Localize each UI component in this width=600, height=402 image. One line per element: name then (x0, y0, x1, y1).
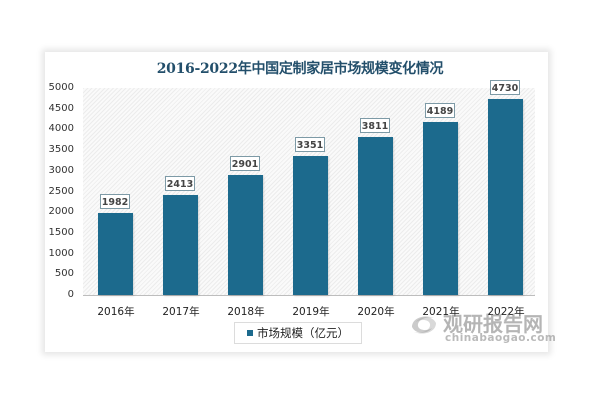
watermark-swirl-icon (412, 316, 436, 334)
x-tick-label: 2022年 (487, 306, 525, 318)
data-label: 3811 (360, 118, 390, 133)
watermark-brand-en: chinabaogao.com (445, 332, 557, 344)
x-tick-label: 2016年 (97, 306, 135, 318)
y-tick-label: 4500 (48, 103, 74, 114)
x-tick-label: 2020年 (357, 306, 395, 318)
chart-title: 2016-2022年中国定制家居市场规模变化情况 (156, 61, 444, 77)
y-tick-label: 0 (67, 289, 74, 300)
y-tick-label: 4000 (48, 123, 74, 134)
legend-label: 市场规模（亿元） (257, 326, 349, 340)
y-tick-label: 2000 (48, 206, 74, 217)
x-tick-label: 2019年 (292, 306, 330, 318)
y-tick-label: 3000 (48, 165, 74, 176)
bar-2021 (423, 122, 458, 295)
bar-2022 (488, 99, 523, 295)
data-label: 3351 (295, 137, 325, 152)
y-tick-label: 5000 (48, 82, 74, 93)
watermark-brand-cn: 观研报告网 (443, 312, 543, 336)
data-label: 1982 (100, 194, 130, 209)
y-tick-label: 500 (54, 268, 74, 279)
data-label: 4730 (490, 80, 520, 95)
x-tick-label: 2017年 (162, 306, 200, 318)
bar-2018 (228, 175, 263, 295)
bar-2016 (98, 213, 133, 295)
y-tick-label: 1500 (48, 227, 74, 238)
x-tick-label: 2018年 (227, 306, 265, 318)
y-tick-label: 2500 (48, 186, 74, 197)
bar-2017 (163, 195, 198, 295)
bar-2020 (358, 137, 393, 295)
x-tick-label: 2021年 (422, 306, 460, 318)
legend: 市场规模（亿元） (234, 322, 362, 344)
y-tick-label: 3500 (48, 144, 74, 155)
y-tick-label: 1000 (48, 248, 74, 259)
x-axis-line (83, 295, 535, 296)
data-label: 4189 (425, 103, 455, 118)
data-label: 2413 (165, 176, 195, 191)
bar-2019 (293, 156, 328, 295)
data-label: 2901 (230, 156, 260, 171)
legend-swatch-icon (247, 330, 253, 336)
